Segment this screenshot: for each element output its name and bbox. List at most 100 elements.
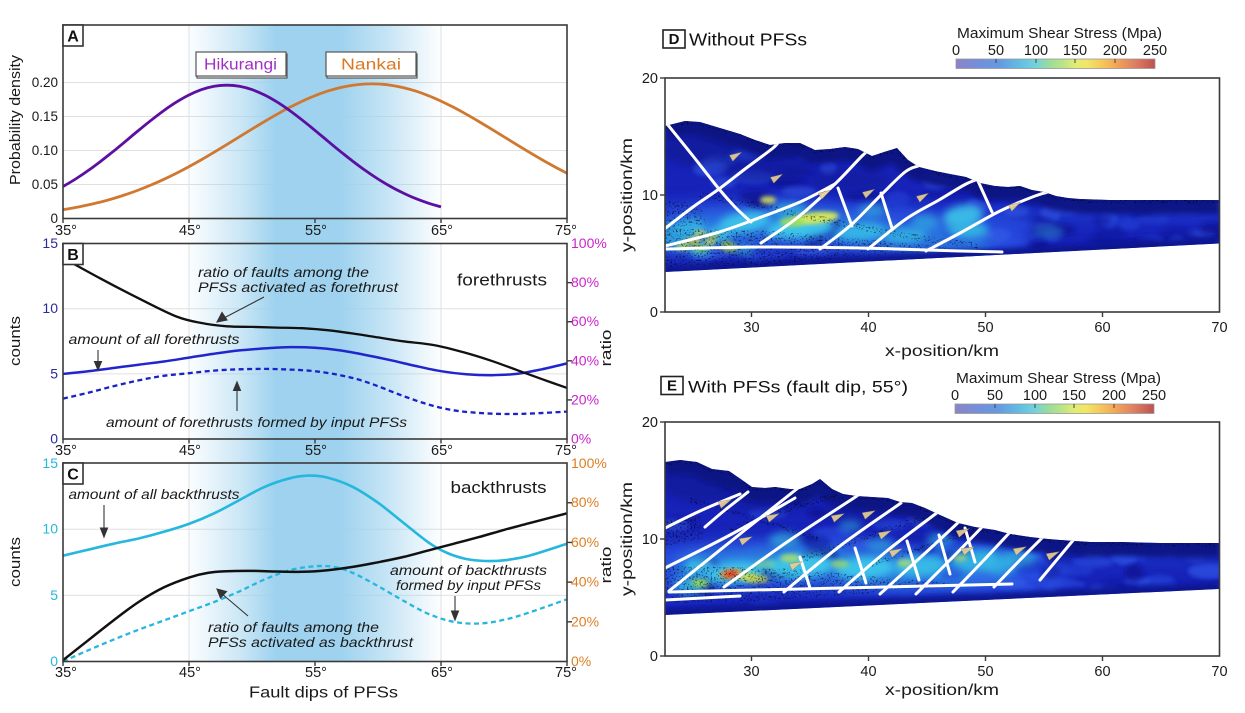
svg-text:150: 150	[1063, 43, 1087, 59]
svg-text:45°: 45°	[179, 665, 201, 681]
svg-text:x-position/km: x-position/km	[885, 682, 999, 699]
svg-text:D: D	[669, 31, 680, 48]
svg-text:75°: 75°	[555, 443, 577, 459]
svg-text:0: 0	[951, 388, 959, 404]
svg-text:Without PFSs: Without PFSs	[689, 30, 807, 50]
svg-text:formed by input PFSs: formed by input PFSs	[396, 578, 541, 593]
svg-text:A: A	[67, 29, 79, 46]
svg-text:PFSs activated as forethrust: PFSs activated as forethrust	[198, 280, 399, 295]
svg-text:40%: 40%	[571, 352, 599, 368]
svg-text:20: 20	[642, 71, 658, 87]
svg-text:40%: 40%	[571, 574, 599, 590]
svg-text:100: 100	[1024, 43, 1048, 59]
svg-text:ratio: ratio	[598, 547, 615, 584]
svg-text:amount of backthrusts: amount of backthrusts	[390, 563, 547, 578]
svg-text:Hikurangi: Hikurangi	[204, 57, 277, 74]
svg-text:5: 5	[50, 365, 58, 381]
svg-text:100%: 100%	[571, 455, 607, 471]
svg-text:45°: 45°	[179, 223, 201, 239]
svg-text:backthrusts: backthrusts	[451, 478, 547, 497]
svg-text:ratio of faults among the: ratio of faults among the	[208, 620, 379, 635]
svg-text:40: 40	[860, 320, 876, 336]
svg-text:30: 30	[743, 320, 759, 336]
svg-text:250: 250	[1142, 388, 1166, 404]
svg-text:0.20: 0.20	[32, 75, 58, 90]
svg-text:65°: 65°	[431, 665, 453, 681]
svg-text:60: 60	[1094, 320, 1110, 336]
svg-text:60%: 60%	[571, 534, 599, 550]
svg-text:0: 0	[50, 431, 58, 447]
svg-text:60: 60	[1094, 664, 1110, 680]
svg-text:250: 250	[1143, 43, 1167, 59]
svg-text:Maximum Shear Stress (Mpa): Maximum Shear Stress (Mpa)	[957, 25, 1162, 42]
svg-text:200: 200	[1103, 43, 1127, 59]
svg-text:30: 30	[743, 664, 759, 680]
svg-text:Nankai: Nankai	[341, 57, 401, 74]
svg-text:65°: 65°	[431, 223, 453, 239]
svg-text:50: 50	[987, 388, 1003, 404]
svg-text:35°: 35°	[55, 223, 77, 239]
svg-text:55°: 55°	[305, 223, 327, 239]
svg-text:10: 10	[642, 532, 658, 548]
svg-text:75°: 75°	[555, 665, 577, 681]
svg-text:10: 10	[642, 188, 658, 204]
svg-text:35°: 35°	[55, 665, 77, 681]
svg-text:ratio of faults among the: ratio of faults among the	[198, 265, 369, 280]
svg-text:65°: 65°	[431, 443, 453, 459]
svg-text:70: 70	[1211, 664, 1227, 680]
svg-text:0%: 0%	[571, 653, 591, 669]
svg-text:counts: counts	[7, 537, 24, 587]
svg-text:0.05: 0.05	[32, 177, 58, 192]
svg-text:amount of forethrusts formed b: amount of forethrusts formed by input PF…	[106, 415, 407, 430]
svg-text:35°: 35°	[55, 443, 77, 459]
svg-text:0.10: 0.10	[32, 143, 58, 158]
svg-text:Probability density: Probability density	[8, 54, 24, 185]
svg-text:80%: 80%	[571, 274, 599, 290]
svg-text:C: C	[67, 467, 79, 484]
svg-text:counts: counts	[7, 316, 24, 366]
svg-text:0%: 0%	[571, 431, 591, 447]
svg-text:20%: 20%	[571, 391, 599, 407]
svg-text:20%: 20%	[571, 613, 599, 629]
svg-text:y-position/km: y-position/km	[619, 138, 636, 252]
svg-text:45°: 45°	[179, 443, 201, 459]
svg-text:Fault dips of PFSs: Fault dips of PFSs	[249, 685, 398, 702]
svg-text:forethrusts: forethrusts	[457, 271, 547, 290]
svg-text:ratio: ratio	[598, 330, 615, 367]
svg-text:150: 150	[1062, 388, 1086, 404]
svg-text:amount of all forethrusts: amount of all forethrusts	[69, 332, 240, 347]
svg-text:0: 0	[952, 43, 960, 59]
svg-text:0: 0	[50, 653, 58, 669]
svg-text:B: B	[67, 247, 79, 264]
svg-text:200: 200	[1102, 388, 1126, 404]
svg-text:y-position/km: y-position/km	[619, 482, 636, 596]
svg-text:E: E	[667, 378, 677, 395]
svg-text:50: 50	[988, 43, 1004, 59]
svg-text:55°: 55°	[305, 443, 327, 459]
svg-text:70: 70	[1211, 320, 1227, 336]
svg-text:15: 15	[42, 455, 58, 471]
svg-text:x-position/km: x-position/km	[885, 343, 999, 360]
svg-text:PFSs activated as backthrust: PFSs activated as backthrust	[208, 635, 414, 650]
svg-text:40: 40	[860, 664, 876, 680]
svg-text:80%: 80%	[571, 494, 599, 510]
svg-text:5: 5	[50, 587, 58, 603]
svg-text:10: 10	[42, 300, 58, 316]
svg-text:20: 20	[642, 415, 658, 431]
svg-text:Maximum Shear Stress (Mpa): Maximum Shear Stress (Mpa)	[956, 370, 1161, 387]
svg-text:55°: 55°	[305, 665, 327, 681]
svg-text:10: 10	[42, 521, 58, 537]
svg-text:15: 15	[42, 235, 58, 251]
svg-text:100%: 100%	[571, 235, 607, 251]
svg-text:0.15: 0.15	[32, 109, 58, 124]
svg-text:0: 0	[650, 305, 658, 321]
svg-text:50: 50	[977, 664, 993, 680]
svg-text:75°: 75°	[555, 223, 577, 239]
svg-text:60%: 60%	[571, 313, 599, 329]
svg-text:50: 50	[977, 320, 993, 336]
svg-text:0: 0	[650, 649, 658, 665]
svg-text:amount of all backthrusts: amount of all backthrusts	[69, 487, 240, 502]
svg-text:100: 100	[1023, 388, 1047, 404]
svg-text:0: 0	[50, 211, 58, 226]
svg-text:With PFSs (fault dip, 55°): With PFSs (fault dip, 55°)	[688, 378, 908, 397]
